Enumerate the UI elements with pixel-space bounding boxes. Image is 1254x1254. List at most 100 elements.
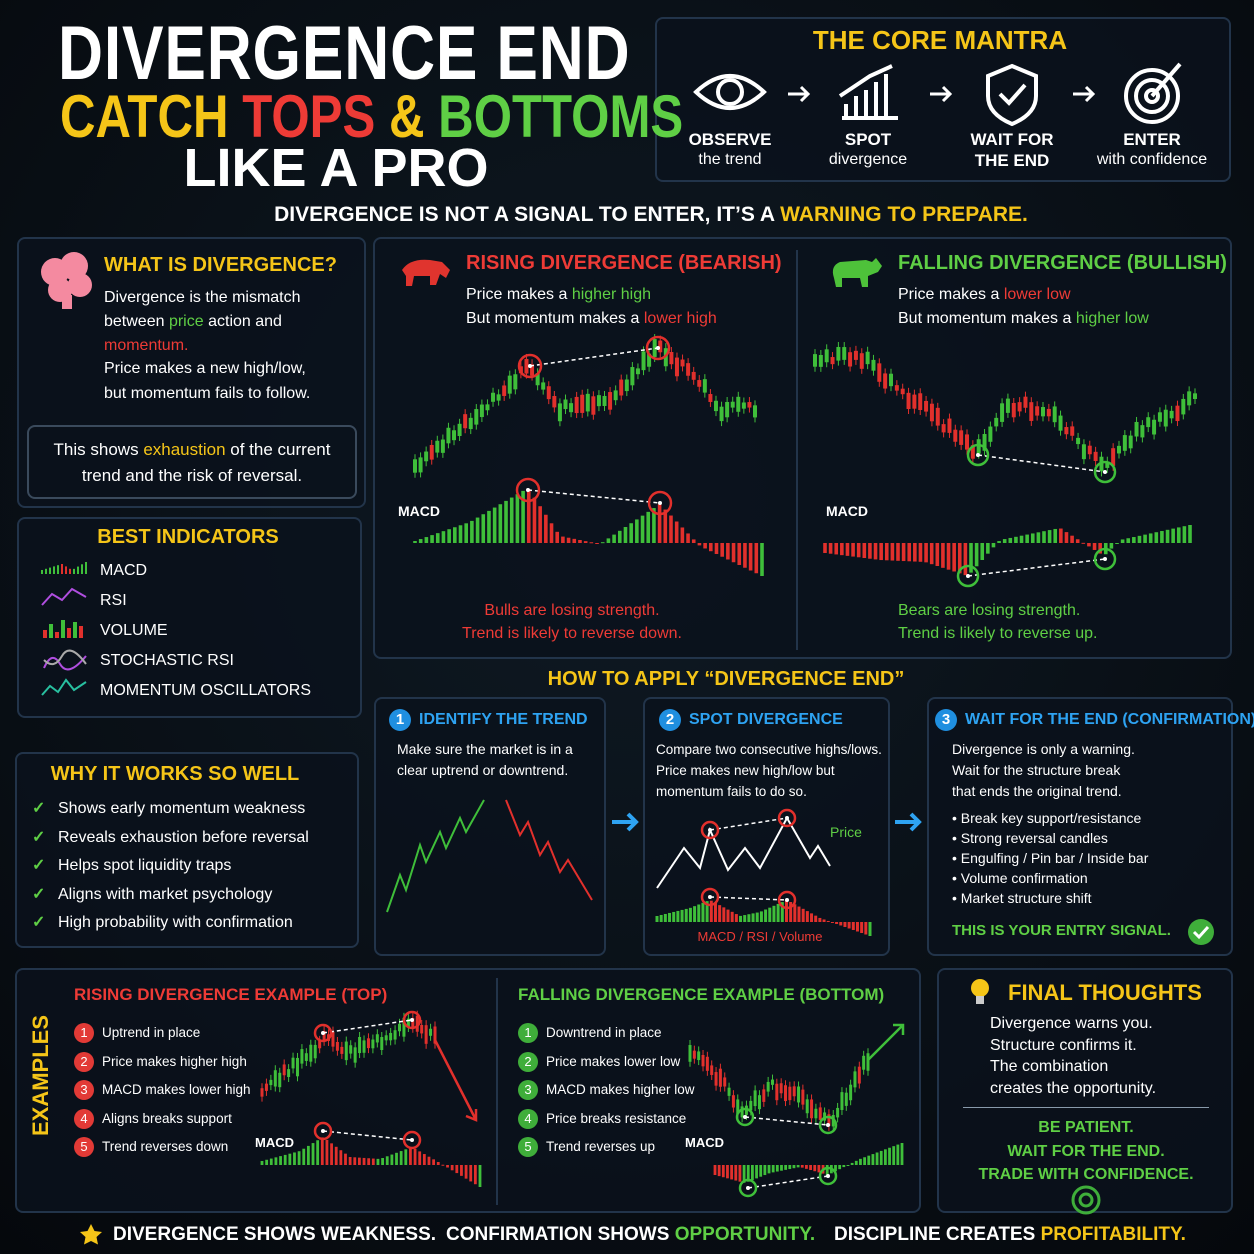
step-text: Divergence is only a warning. Wait for th… — [952, 739, 1135, 802]
text: IDENTIFY THE TREND — [419, 711, 588, 728]
step-label: WAIT FOR — [970, 130, 1054, 149]
indicator-label: MACD — [255, 1135, 294, 1150]
text: SPOT DIVERGENCE — [689, 711, 843, 728]
step-label: ENTER — [1123, 130, 1181, 149]
graphic: 4 Price breaks resistance — [518, 1105, 695, 1134]
text: BE PATIENT. — [1038, 1119, 1134, 1136]
indicator: RSI — [100, 592, 127, 609]
text: WAIT FOR THE END (CONFIRMATION) — [965, 711, 1254, 728]
text: Divergence warns you. — [990, 1015, 1153, 1032]
graphic: Price makes a lower low — [898, 283, 1149, 307]
step-label: THE END — [974, 151, 1050, 170]
word: BOTTOMS — [438, 83, 684, 150]
subtitle: LIKE A PRO — [183, 138, 489, 198]
footer-text: DISCIPLINE CREATES PROFITABILITY. — [834, 1224, 1186, 1246]
reason: Aligns with market psychology — [58, 881, 309, 910]
step-text: Make sure the market is in a clear uptren… — [397, 739, 573, 781]
indicator: MOMENTUM OSCILLATORS — [100, 682, 311, 699]
text: Wait for the structure break — [952, 762, 1121, 778]
graphic: 1 Downtrend in place — [518, 1019, 695, 1048]
text: But momentum makes a — [898, 310, 1072, 327]
graphic: But momentum makes a lower high — [466, 307, 717, 331]
graphic: But momentum makes a higher low — [898, 307, 1149, 331]
final-panel — [937, 968, 1233, 1213]
text: Trend is likely to reverse down. — [462, 625, 682, 642]
title: DIVERGENCE END — [58, 11, 631, 96]
text: Price makes a — [898, 286, 1000, 303]
text: TRADE WITH CONFIDENCE. — [978, 1166, 1194, 1183]
text: Price breaks resistance — [546, 1110, 687, 1126]
text: creates the opportunity. — [990, 1080, 1157, 1098]
text: Make sure the market is in a — [397, 741, 573, 757]
indicator-list: MACD RSI VOLUME STOCHASTIC RSI MOMENTUM OSCI… — [100, 556, 311, 706]
text: Price makes new high/low but — [656, 763, 835, 778]
section-title: RISING DIVERGENCE (BEARISH) — [466, 252, 782, 274]
text: Price makes a new high/low, — [104, 360, 306, 377]
step-title: 2 SPOT DIVERGENCE — [659, 709, 843, 731]
footer-text: CONFIRMATION SHOWS OPPORTUNITY. — [446, 1224, 815, 1246]
text: Uptrend in place — [102, 1025, 201, 1040]
step-label: SPOT — [844, 130, 892, 149]
graphic: 5 Trend reverses down — [74, 1133, 251, 1162]
item-number: 5 — [518, 1137, 538, 1158]
star-icon — [80, 1224, 102, 1245]
text: DISCIPLINE CREATES — [834, 1224, 1036, 1245]
graphic: 1 Uptrend in place — [74, 1019, 251, 1048]
text: momentum fails to do so. — [656, 784, 807, 799]
section-title: FALLING DIVERGENCE (BULLISH) — [898, 252, 1227, 274]
bullet: Engulfing / Pin bar / Inside bar — [952, 848, 1149, 868]
section-title: HOW TO APPLY “DIVERGENCE END” — [547, 668, 905, 690]
reason: Helps spot liquidity traps — [58, 852, 309, 881]
item-number: 4 — [518, 1108, 538, 1129]
graphic — [612, 812, 639, 832]
item-number: 3 — [74, 1080, 94, 1101]
examples-label: EXAMPLES — [28, 1014, 53, 1136]
step-number: 3 — [935, 709, 957, 731]
text: But momentum makes a — [466, 310, 640, 327]
graphic: 2 Price makes higher high — [74, 1048, 251, 1077]
footer-text: DIVERGENCE SHOWS WEAKNESS. — [113, 1224, 437, 1245]
graphic — [895, 812, 922, 832]
section-title: FINAL THOUGHTS — [1008, 980, 1202, 1005]
bullet: Volume confirmation — [952, 868, 1148, 888]
bullet: Market structure shift — [952, 888, 1148, 908]
closing: BE PATIENT. WAIT FOR THE END. TRADE WITH C… — [978, 1116, 1193, 1187]
text: exhaustion — [143, 440, 226, 459]
graphic: 4 Aligns breaks support — [74, 1105, 251, 1134]
paragraph: Divergence is the mismatch between price… — [104, 286, 362, 358]
text: Trend is likely to reverse up. — [898, 625, 1098, 642]
text: of the current — [230, 440, 331, 459]
item-number: 1 — [518, 1023, 538, 1043]
example-list: 1 Downtrend in place 2 Price makes lower l… — [518, 1019, 695, 1162]
text: Bulls are losing strength. — [484, 602, 660, 619]
reason: Shows early momentum weakness — [58, 795, 309, 824]
reason: High probability with confirmation — [58, 909, 309, 938]
conclusion: Bears are losing strength. Trend is likel… — [898, 599, 1097, 645]
reason-list: Shows early momentum weaknessReveals exh… — [58, 795, 309, 938]
word: CATCH — [60, 83, 229, 150]
text: clear uptrend or downtrend. — [397, 762, 569, 778]
indicator-label: MACD — [826, 503, 868, 519]
word: & — [388, 83, 425, 150]
item-number: 2 — [518, 1051, 538, 1072]
text: trend and the risk of reversal. — [81, 466, 303, 485]
chart-label: MACD / RSI / Volume — [697, 929, 823, 944]
text: MACD makes higher low — [546, 1082, 695, 1098]
step-label: the trend — [698, 151, 762, 168]
text: that ends the original trend. — [952, 783, 1122, 799]
final-text: Divergence warns you. Structure confirms … — [990, 1013, 1156, 1100]
text: but momentum fails to follow. — [104, 385, 311, 402]
text: Structure confirms it. — [990, 1036, 1137, 1054]
bullet: Strong reversal candles — [952, 828, 1148, 848]
text: MACD makes lower high — [102, 1082, 251, 1098]
item-number: 2 — [74, 1051, 94, 1072]
text: The combination — [990, 1058, 1109, 1076]
text: PROFITABILITY. — [1040, 1224, 1186, 1245]
tagline-part: DIVERGENCE IS NOT A SIGNAL TO ENTER, IT’… — [274, 203, 775, 226]
step-text: Compare two consecutive highs/lows. Price… — [656, 739, 882, 802]
text: higher high — [571, 286, 651, 303]
item-number: 1 — [74, 1023, 94, 1043]
subtitle: CATCH TOPS & BOTTOMS — [60, 82, 683, 151]
indicator-label: MACD — [685, 1135, 724, 1150]
